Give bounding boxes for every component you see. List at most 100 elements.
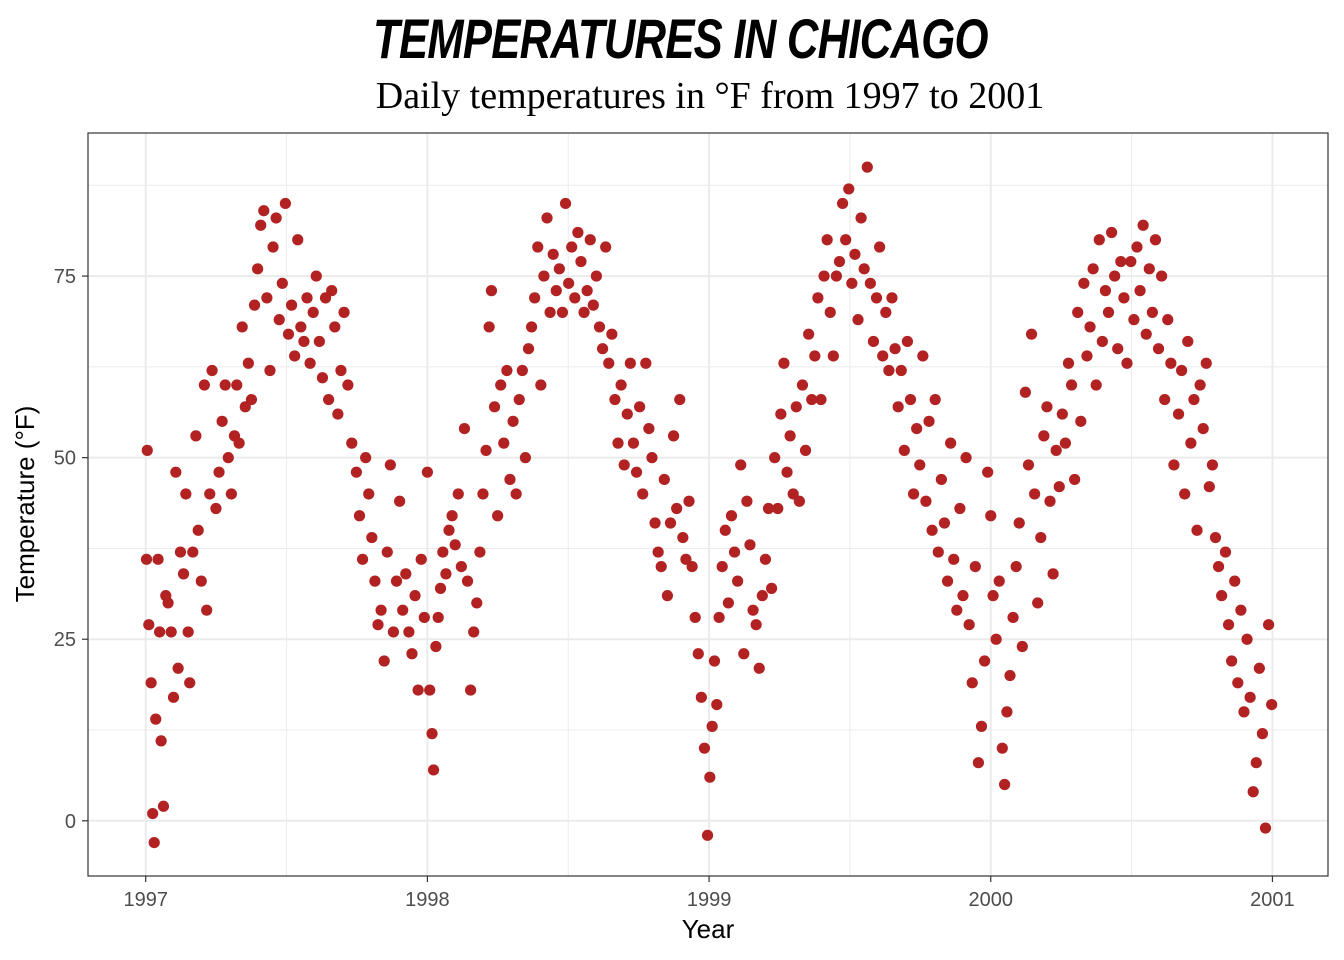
data-point (606, 328, 618, 340)
data-point (1168, 459, 1180, 471)
data-point (655, 560, 667, 573)
data-point (167, 691, 180, 703)
plot-panel-border (87, 132, 1329, 877)
data-point (430, 640, 442, 653)
data-point (1137, 219, 1149, 231)
data-point (1212, 560, 1225, 573)
data-point (658, 473, 670, 486)
data-point (954, 502, 966, 515)
data-point (1038, 430, 1050, 442)
data-point (180, 488, 192, 500)
data-point (861, 161, 873, 173)
data-point (926, 524, 938, 536)
data-point (762, 502, 775, 515)
data-point (182, 626, 194, 638)
data-point (799, 444, 812, 456)
data-point (397, 604, 409, 616)
data-point (409, 590, 421, 602)
data-point (1084, 321, 1096, 333)
data-point (683, 495, 695, 507)
data-point (812, 292, 824, 304)
data-point (381, 546, 393, 558)
data-point (806, 393, 818, 406)
data-point (563, 277, 575, 289)
data-point (907, 488, 920, 500)
data-point (1206, 459, 1219, 471)
data-point (440, 568, 452, 580)
data-point (689, 611, 701, 624)
data-point (643, 423, 655, 435)
data-point (765, 582, 778, 594)
data-point (1162, 314, 1174, 326)
data-point (162, 597, 174, 609)
data-point (559, 197, 572, 210)
data-point (353, 510, 366, 522)
data-point (1216, 590, 1228, 602)
data-point (892, 401, 904, 413)
data-point (369, 575, 381, 587)
data-point (1259, 822, 1272, 834)
data-point (600, 241, 612, 253)
data-point (192, 524, 204, 536)
data-point (360, 452, 372, 464)
data-point (1222, 619, 1235, 631)
data-point (1059, 437, 1072, 449)
data-point (1235, 604, 1247, 616)
data-point (544, 306, 556, 318)
data-point (769, 452, 781, 464)
data-point (1185, 437, 1197, 449)
data-point (452, 488, 464, 500)
x-axis-title: Year (682, 914, 735, 944)
data-point (1176, 364, 1188, 377)
data-point (279, 197, 292, 210)
data-point (1004, 669, 1016, 682)
data-point (285, 299, 298, 311)
data-point (1081, 350, 1093, 362)
data-point (432, 611, 444, 624)
data-point (849, 248, 861, 260)
data-point (840, 234, 852, 246)
data-point (313, 335, 325, 348)
x-tick-label: 1999 (687, 889, 732, 911)
data-point (993, 575, 1005, 587)
data-point (1047, 568, 1059, 580)
data-point (532, 241, 544, 253)
data-point (204, 488, 216, 500)
data-point (152, 553, 164, 565)
data-point (556, 306, 569, 318)
data-point (363, 488, 375, 500)
data-point (948, 553, 960, 565)
data-point (880, 306, 892, 318)
data-point (483, 321, 495, 333)
data-point (242, 357, 254, 369)
data-point (775, 408, 787, 420)
data-point (895, 364, 907, 377)
data-point (326, 285, 338, 297)
data-point (830, 270, 843, 282)
data-point (609, 393, 621, 406)
data-point (1102, 306, 1115, 318)
data-point (155, 735, 167, 747)
data-point (855, 212, 867, 224)
data-point (1093, 234, 1105, 246)
data-point (671, 502, 683, 515)
data-point (1125, 255, 1137, 268)
data-point (741, 495, 753, 507)
data-point (455, 560, 467, 573)
data-point (154, 626, 166, 638)
data-point (421, 466, 433, 478)
data-point (778, 357, 790, 369)
data-point (637, 488, 649, 500)
data-point (941, 575, 954, 587)
data-point (923, 415, 935, 427)
data-point (1182, 335, 1194, 348)
data-point (978, 655, 991, 667)
data-point (1105, 226, 1118, 239)
data-point (553, 263, 565, 275)
data-point (572, 226, 584, 239)
data-point (210, 502, 222, 515)
data-point (1050, 444, 1062, 456)
data-point (255, 219, 267, 231)
data-point (1262, 619, 1275, 631)
data-point (550, 285, 562, 297)
